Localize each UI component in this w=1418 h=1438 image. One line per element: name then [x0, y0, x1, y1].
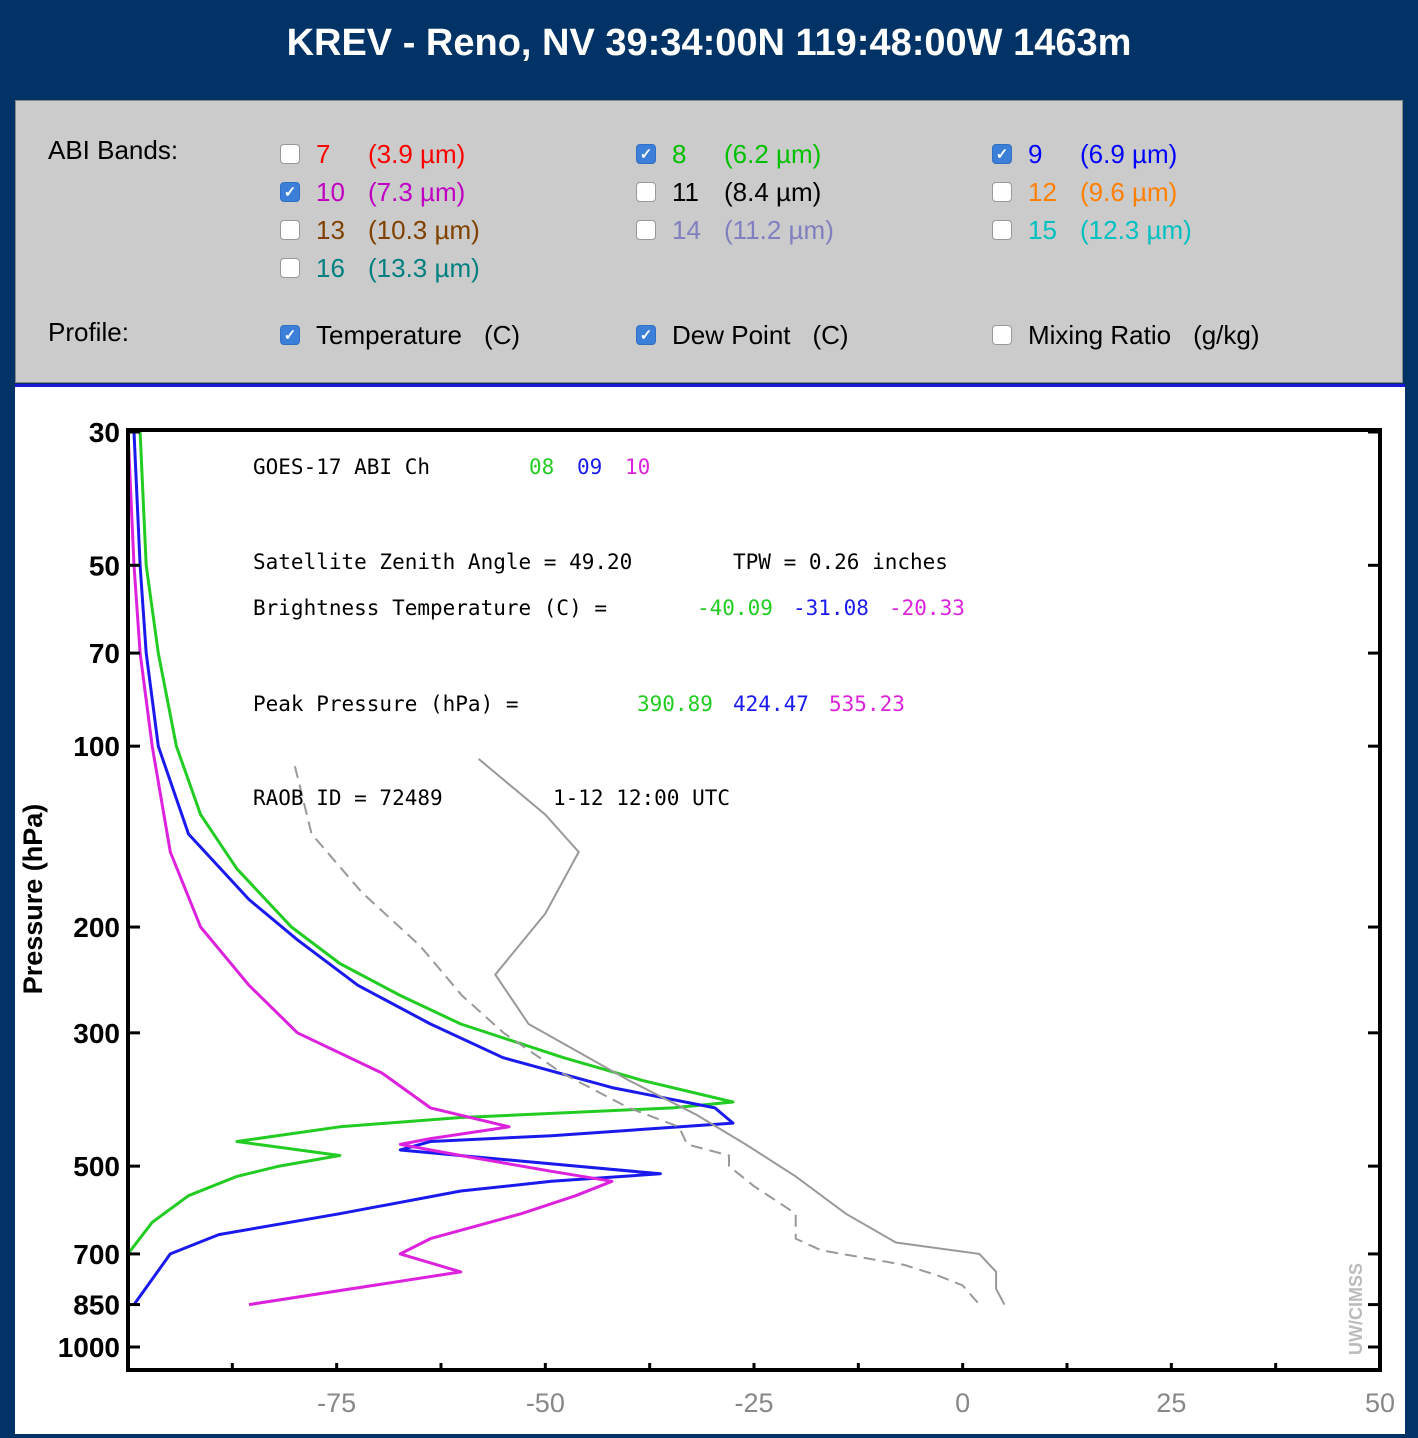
y-tick-label: 300	[73, 1018, 120, 1049]
y-axis-label: Pressure (hPa)	[18, 804, 48, 995]
band-10-checkbox[interactable]	[280, 182, 300, 202]
band-wavelength: (10.3 µm)	[368, 214, 480, 245]
band-wavelength: (6.2 µm)	[724, 138, 822, 169]
band-15-checkbox[interactable]	[992, 220, 1012, 240]
band-option-7[interactable]: 7 (3.9 µm)	[280, 139, 465, 169]
weighting-function-08	[126, 431, 735, 1255]
band-8-checkbox[interactable]	[636, 144, 656, 164]
tpw-text: TPW = 0.26 inches	[733, 550, 948, 574]
profile-option-temperature[interactable]: Temperature (C)	[280, 320, 520, 350]
time-text: 1-12 12:00 UTC	[553, 786, 730, 810]
profile-option-dew-point[interactable]: Dew Point (C)	[636, 320, 849, 350]
brightness-temp-label: Brightness Temperature (C) =	[253, 596, 607, 620]
peak-value-10: 535.23	[829, 692, 905, 716]
y-tick-label: 100	[73, 731, 120, 762]
x-tick-label: 0	[955, 1388, 970, 1418]
x-tick-label: 50	[1365, 1388, 1395, 1418]
y-tick-label: 70	[89, 638, 120, 669]
bt-value-10: -20.33	[889, 596, 965, 620]
credit-text: UW/CIMSS	[1346, 1263, 1366, 1355]
band-option-9[interactable]: 9 (6.9 µm)	[992, 139, 1177, 169]
band-number: 16	[316, 252, 345, 283]
weighting-function-09	[132, 431, 735, 1306]
temperature-profile	[477, 758, 1006, 1306]
channel-09-label: 09	[577, 455, 602, 479]
y-tick-label: 850	[73, 1290, 120, 1321]
band-option-13[interactable]: 13 (10.3 µm)	[280, 215, 480, 245]
peak-pressure-label: Peak Pressure (hPa) =	[253, 692, 519, 716]
band-number: 14	[672, 214, 701, 245]
profile-name: Dew Point	[672, 319, 791, 350]
band-wavelength: (3.9 µm)	[368, 138, 466, 169]
band-option-8[interactable]: 8 (6.2 µm)	[636, 139, 821, 169]
band-14-checkbox[interactable]	[636, 220, 656, 240]
band-number: 9	[1028, 138, 1043, 169]
band-wavelength: (7.3 µm)	[368, 176, 466, 207]
abi-bands-label: ABI Bands:	[48, 135, 179, 165]
channel-10-label: 10	[625, 455, 650, 479]
band-option-16[interactable]: 16 (13.3 µm)	[280, 253, 480, 283]
weighting-function-chart: 30 50 70 100 200 300 500 700 850 1000 -75 -50 -25 0 25…	[18, 417, 1395, 1418]
band-13-checkbox[interactable]	[280, 220, 300, 240]
page-title: KREV - Reno, NV 39:34:00N 119:48:00W 146…	[286, 22, 1132, 64]
dew-point-profile	[293, 765, 981, 1306]
band-wavelength: (12.3 µm)	[1080, 214, 1192, 245]
x-tick-label: -75	[317, 1388, 356, 1418]
profile-name: Temperature	[316, 319, 462, 350]
profile-unit: (C)	[483, 319, 521, 350]
band-number: 13	[316, 214, 345, 245]
y-tick-label: 50	[89, 550, 120, 581]
band-option-14[interactable]: 14 (11.2 µm)	[636, 215, 834, 245]
x-tick-label: -25	[734, 1388, 773, 1418]
band-number: 10	[316, 176, 345, 207]
band-option-11[interactable]: 11 (8.4 µm)	[636, 177, 821, 207]
profile-name: Mixing Ratio	[1028, 319, 1172, 350]
profile-mixing-ratio-checkbox[interactable]	[992, 325, 1012, 345]
profile-option-mixing-ratio[interactable]: Mixing Ratio (g/kg)	[992, 320, 1260, 350]
band-7-checkbox[interactable]	[280, 144, 300, 164]
band-wavelength: (6.9 µm)	[1080, 138, 1178, 169]
profile-label: Profile:	[48, 317, 129, 347]
header-text: GOES-17 ABI Ch	[253, 455, 430, 479]
band-16-checkbox[interactable]	[280, 258, 300, 278]
peak-value-08: 390.89	[637, 692, 713, 716]
peak-value-09: 424.47	[733, 692, 809, 716]
band-9-checkbox[interactable]	[992, 144, 1012, 164]
band-11-checkbox[interactable]	[636, 182, 656, 202]
band-option-12[interactable]: 12 (9.6 µm)	[992, 177, 1177, 207]
plot-panel: 30 50 70 100 200 300 500 700 850 1000 -75 -50 -25 0 25…	[15, 384, 1405, 1434]
controls-panel: ABI Bands: 7 (3.9 µm) 8 (6.2 µm) 9 (6.9 µm) 10…	[15, 100, 1403, 383]
channel-08-label: 08	[529, 455, 554, 479]
zenith-angle-text: Satellite Zenith Angle = 49.20	[253, 550, 632, 574]
band-option-10[interactable]: 10 (7.3 µm)	[280, 177, 465, 207]
y-tick-label: 500	[73, 1151, 120, 1182]
band-number: 7	[316, 138, 331, 169]
profile-temperature-checkbox[interactable]	[280, 325, 300, 345]
bt-value-09: -31.08	[793, 596, 869, 620]
weighting-function-10	[126, 431, 614, 1307]
band-12-checkbox[interactable]	[992, 182, 1012, 202]
bt-value-08: -40.09	[697, 596, 773, 620]
band-option-15[interactable]: 15 (12.3 µm)	[992, 215, 1192, 245]
band-wavelength: (11.2 µm)	[724, 214, 834, 245]
band-number: 12	[1028, 176, 1057, 207]
band-wavelength: (8.4 µm)	[724, 176, 822, 207]
band-wavelength: (13.3 µm)	[368, 252, 480, 283]
y-tick-label: 1000	[58, 1332, 120, 1363]
x-tick-label: 25	[1156, 1388, 1186, 1418]
raob-id-text: RAOB ID = 72489	[253, 786, 443, 810]
band-number: 11	[672, 176, 699, 207]
y-tick-label: 200	[73, 912, 120, 943]
y-tick-label: 30	[89, 417, 120, 448]
profile-unit: (C)	[812, 319, 849, 350]
band-number: 8	[672, 138, 687, 169]
y-tick-label: 700	[73, 1239, 120, 1270]
band-number: 15	[1028, 214, 1057, 245]
profile-dew-point-checkbox[interactable]	[636, 325, 656, 345]
profile-unit: (g/kg)	[1193, 319, 1260, 350]
x-tick-label: -50	[526, 1388, 565, 1418]
band-wavelength: (9.6 µm)	[1080, 176, 1178, 207]
